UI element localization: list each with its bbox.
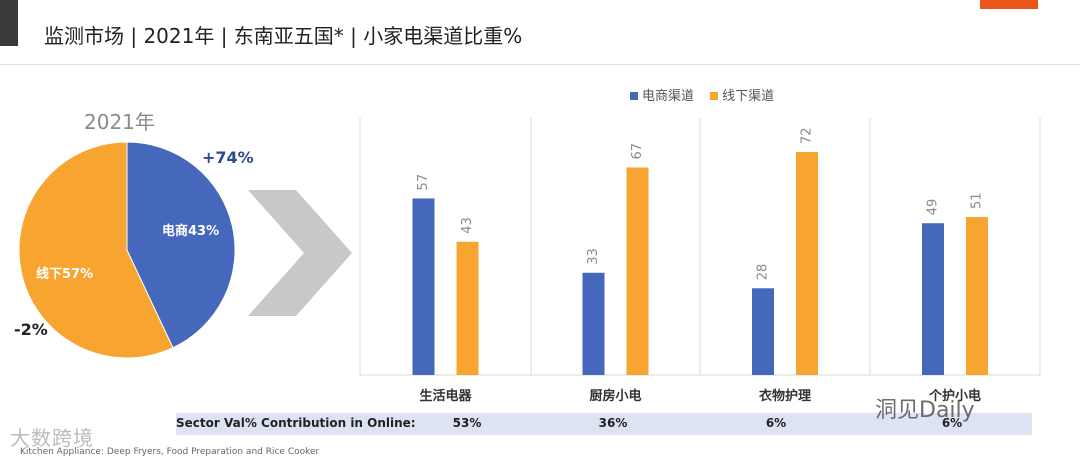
contribution-label: Sector Val% Contribution in Online: <box>176 416 416 430</box>
channel-pie-chart <box>18 141 236 359</box>
left-edge-bar <box>0 0 18 46</box>
pie-year-label: 2021年 <box>84 110 155 134</box>
pie-slice-online <box>126 141 236 349</box>
bar-offline <box>456 241 479 375</box>
chart-legend: 电商渠道 线下渠道 <box>630 85 786 104</box>
data-label: 57 <box>416 174 431 191</box>
bar-offline <box>626 167 649 375</box>
data-label: 49 <box>926 199 941 216</box>
contribution-band <box>176 413 1032 435</box>
category-label: 个护小电 <box>928 388 981 404</box>
pie-label-offline: 线下57% <box>36 267 94 282</box>
legend-item-online: 电商渠道 <box>630 89 694 104</box>
legend-item-offline: 线下渠道 <box>710 89 774 104</box>
bar-online <box>582 272 605 375</box>
channel-bar-chart: 57 43 生活电器 33 67 厨房小电 28 72 衣物护理 49 51 个护小电 <box>359 118 1041 404</box>
pie-label-online: 电商43% <box>162 224 220 239</box>
category-label: 生活电器 <box>419 388 472 404</box>
page-title: 监测市场 | 2021年 | 东南亚五国* | 小家电渠道比重% <box>44 24 523 48</box>
title-divider <box>0 64 1080 65</box>
footnote: Kitchen Appliance: Deep Fryers, Food Pre… <box>20 447 320 457</box>
chevron-arrow-icon <box>248 190 352 316</box>
contribution-value: 53% <box>452 416 482 430</box>
data-label: 67 <box>630 143 645 160</box>
bar-online <box>922 223 944 375</box>
data-label: 51 <box>970 192 985 209</box>
category-label: 衣物护理 <box>759 388 811 404</box>
bar-online <box>752 288 774 375</box>
data-label: 43 <box>460 217 475 234</box>
offline-growth-label: -2% <box>14 320 48 339</box>
accent-bar <box>980 0 1038 9</box>
bar-offline <box>796 151 818 375</box>
contribution-value: 36% <box>598 416 628 430</box>
watermark-left: 大数跨境 <box>10 426 94 450</box>
category-label: 厨房小电 <box>589 388 641 404</box>
contribution-value: 6% <box>941 416 963 430</box>
data-label: 28 <box>756 264 771 281</box>
contribution-value: 6% <box>765 416 787 430</box>
watermark-right: 洞见Daily <box>875 398 975 423</box>
bar-offline <box>966 217 988 375</box>
pie-slice-offline <box>18 141 174 359</box>
data-label: 33 <box>586 248 601 265</box>
online-growth-label: +74% <box>202 148 254 167</box>
bar-online <box>412 198 435 375</box>
data-label: 72 <box>800 127 815 144</box>
